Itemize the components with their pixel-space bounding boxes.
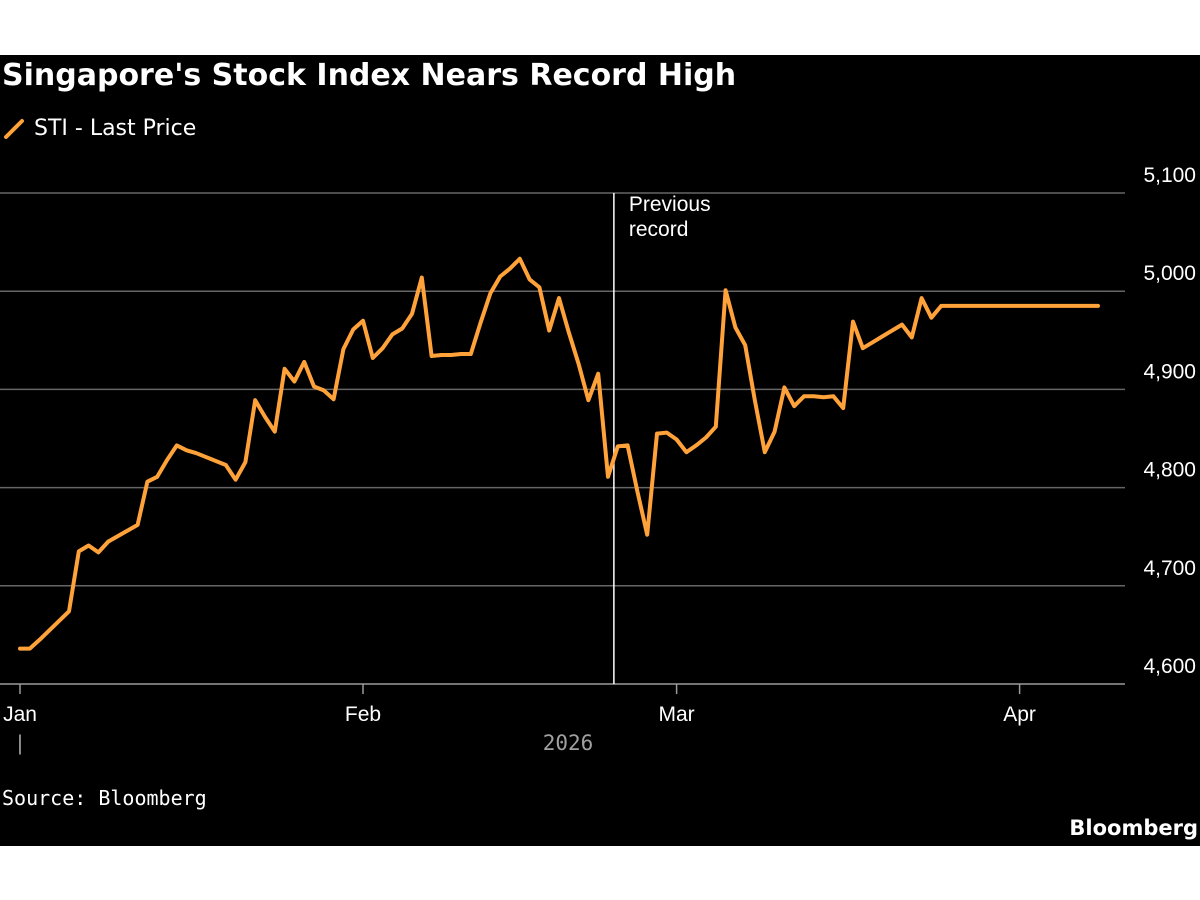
series-line xyxy=(18,256,1100,651)
y-tick-label: 5,000 xyxy=(1143,262,1196,285)
x-axis-year-label: 2026 xyxy=(543,731,594,755)
annotation-label: Previous xyxy=(629,193,711,216)
legend-swatch-icon xyxy=(4,118,24,139)
year-separator: | xyxy=(17,732,22,755)
legend-label: STI - Last Price xyxy=(34,116,197,141)
legend: STI - Last Price xyxy=(2,116,196,141)
chart-title: Singapore's Stock Index Nears Record Hig… xyxy=(2,58,737,93)
source-note: Source: Bloomberg xyxy=(2,786,207,810)
brand-logo: Bloomberg xyxy=(1069,816,1198,840)
chart-panel xyxy=(0,55,1200,846)
x-tick-label: Feb xyxy=(345,703,381,726)
x-tick-label: Jan xyxy=(3,703,37,726)
y-tick-label: 4,900 xyxy=(1143,360,1196,383)
y-tick-label: 4,600 xyxy=(1143,655,1196,678)
x-tick-label: Mar xyxy=(659,703,695,726)
y-tick-label: 4,800 xyxy=(1143,459,1196,482)
x-tick-label: Apr xyxy=(1003,703,1036,726)
line-chart: 4,600 4,700 4,800 4,900 5,000 5,100 Jan Feb Mar A… xyxy=(0,164,1196,755)
annotation-label: record xyxy=(629,218,689,241)
y-tick-label: 4,700 xyxy=(1143,557,1196,580)
y-tick-label: 5,100 xyxy=(1143,164,1196,187)
